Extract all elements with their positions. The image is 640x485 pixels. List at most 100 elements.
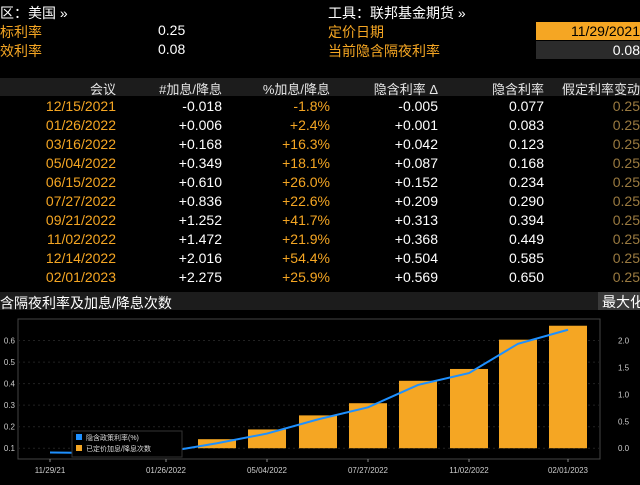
implied-overnight-label: 当前隐含隔夜利率 xyxy=(328,43,440,59)
table-cell: +18.1% xyxy=(282,155,330,171)
table-cell: -0.018 xyxy=(182,98,222,114)
instrument-selector[interactable]: 工具：联邦基金期货 » xyxy=(328,5,466,21)
table-cell: +1.472 xyxy=(178,231,222,247)
legend-label-line: 隐含政策利率(%) xyxy=(86,433,139,442)
table-cell: 0.25 xyxy=(612,250,640,266)
table-cell: 0.290 xyxy=(508,193,544,209)
table-cell: +0.209 xyxy=(394,193,438,209)
chart-header: 隐含隔夜利率及加息/降息次数 xyxy=(0,292,640,311)
table-row[interactable]: 06/15/2022 +0.610 +26.0% +0.152 0.234 0.25 xyxy=(0,173,640,192)
left-tick-label: 0.1 xyxy=(4,444,16,453)
table-cell: +0.504 xyxy=(394,250,438,266)
table-cell: +0.610 xyxy=(178,174,222,190)
table-header: 会议 #加息/降息 %加息/降息 隐含利率 Δ 隐含利率 假定利率变动 xyxy=(0,78,640,97)
pricing-date-label: 定价日期 xyxy=(328,24,384,40)
chart-area: 0.1 0.2 0.3 0.4 0.5 0.6 0.0 0.5 1.0 1.5 2.0 11/29/2… xyxy=(0,311,640,480)
table-cell: +54.4% xyxy=(282,250,330,266)
col-meeting[interactable]: 会议 xyxy=(89,82,116,97)
x-tick-label: 01/26/2022 xyxy=(146,466,187,475)
table-cell: 0.234 xyxy=(508,174,544,190)
table-cell: +1.252 xyxy=(178,212,222,228)
plot-frame xyxy=(17,318,601,460)
x-tick-label: 05/04/2022 xyxy=(247,466,288,475)
table-cell: 0.449 xyxy=(508,231,544,247)
rates-chart: 0.1 0.2 0.3 0.4 0.5 0.6 0.0 0.5 1.0 1.5 2.0 11/29/2… xyxy=(4,318,630,475)
col-assumed-change[interactable]: 假定利率变动 xyxy=(562,82,640,97)
right-tick-label: 1.0 xyxy=(618,390,630,399)
table-cell: +0.042 xyxy=(394,136,438,152)
table-cell: 0.25 xyxy=(612,212,640,228)
table-cell: +0.313 xyxy=(394,212,438,228)
table-row[interactable]: 01/26/2022 +0.006 +2.4% +0.001 0.083 0.25 xyxy=(0,116,640,135)
legend-label-bar: 已定价加息/降息次数 xyxy=(86,444,151,453)
table-cell: 0.25 xyxy=(612,98,640,114)
table-cell: 03/16/2022 xyxy=(45,136,116,152)
chart-bar xyxy=(450,368,488,449)
table-cell: 0.25 xyxy=(612,231,640,247)
col-implied-rate[interactable]: 隐含利率 xyxy=(491,82,544,97)
table-cell: 12/15/2021 xyxy=(45,98,116,114)
table-cell: 01/26/2022 xyxy=(45,117,116,133)
table-cell: 06/15/2022 xyxy=(45,174,116,190)
table-cell: 0.25 xyxy=(612,155,640,171)
right-tick-label: 1.5 xyxy=(618,363,630,372)
right-tick-label: 0.0 xyxy=(618,444,630,453)
implied-overnight-field: 0.08 xyxy=(536,41,640,59)
table-cell: 0.25 xyxy=(612,136,640,152)
legend-box xyxy=(71,430,183,458)
x-tick-label: 07/27/2022 xyxy=(348,466,389,475)
chart-bar xyxy=(399,380,437,449)
table-cell: 0.25 xyxy=(612,174,640,190)
region-selector[interactable]: 地区：美国 » xyxy=(0,5,68,21)
left-tick-label: 0.3 xyxy=(4,401,16,410)
table-row[interactable]: 09/21/2022 +1.252 +41.7% +0.313 0.394 0.25 xyxy=(0,211,640,230)
table-cell: +2.4% xyxy=(289,117,330,133)
chart-bar xyxy=(549,325,587,449)
maximize-button[interactable]: 最大化 xyxy=(598,292,640,310)
table-cell: +0.087 xyxy=(394,155,438,171)
table-cell: 0.077 xyxy=(508,98,544,114)
table-row[interactable]: 12/15/2021 -0.018 -1.8% -0.005 0.077 0.25 xyxy=(0,97,640,116)
table-row[interactable]: 12/14/2022 +2.016 +54.4% +0.504 0.585 0.25 xyxy=(0,249,640,268)
table-row[interactable]: 11/02/2022 +1.472 +21.9% +0.368 0.449 0.25 xyxy=(0,230,640,249)
table-cell: +41.7% xyxy=(282,212,330,228)
table-row[interactable]: 02/01/2023 +2.275 +25.9% +0.569 0.650 0.25 xyxy=(0,268,640,287)
legend-swatch-line xyxy=(76,434,82,440)
table-row[interactable]: 03/16/2022 +0.168 +16.3% +0.042 0.123 0.25 xyxy=(0,135,640,154)
x-tick-label: 02/01/2023 xyxy=(548,466,589,475)
table-cell: 0.585 xyxy=(508,250,544,266)
chart-bar xyxy=(248,429,286,449)
table-cell: +0.152 xyxy=(394,174,438,190)
table-cell: 0.25 xyxy=(612,117,640,133)
x-tick-label: 11/02/2022 xyxy=(449,466,489,475)
table-cell: -0.005 xyxy=(398,98,438,114)
table-cell: +0.569 xyxy=(394,269,438,285)
table-cell: +0.368 xyxy=(394,231,438,247)
table-cell: +2.275 xyxy=(178,269,222,285)
table-cell: +16.3% xyxy=(282,136,330,152)
left-tick-label: 0.5 xyxy=(4,358,16,367)
col-implied-delta[interactable]: 隐含利率 Δ xyxy=(373,82,438,97)
col-hikes-count[interactable]: #加息/降息 xyxy=(159,82,222,97)
table-row[interactable]: 05/04/2022 +0.349 +18.1% +0.087 0.168 0.25 xyxy=(0,154,640,173)
table-row[interactable]: 07/27/2022 +0.836 +22.6% +0.209 0.290 0.25 xyxy=(0,192,640,211)
target-rate-value: 0.25 xyxy=(158,22,186,38)
left-tick-label: 0.2 xyxy=(4,423,16,432)
table-cell: 0.394 xyxy=(508,212,544,228)
table-cell: 02/01/2023 xyxy=(45,269,116,285)
left-tick-label: 0.6 xyxy=(4,337,16,346)
table-cell: 0.25 xyxy=(612,193,640,209)
table-cell: 09/21/2022 xyxy=(45,212,116,228)
table-cell: +21.9% xyxy=(282,231,330,247)
chart-bar xyxy=(499,339,537,449)
table-cell: +0.006 xyxy=(178,117,222,133)
col-hikes-pct[interactable]: %加息/降息 xyxy=(262,82,330,97)
effective-rate-value: 0.08 xyxy=(158,41,186,57)
chart-bar xyxy=(299,415,337,449)
effective-rate-label: 有效利率 xyxy=(0,43,42,59)
table-cell: 0.123 xyxy=(508,136,544,152)
table-cell: -1.8% xyxy=(293,98,330,114)
table-cell: 11/02/2022 xyxy=(46,231,116,247)
pricing-date-field[interactable]: 11/29/2021 xyxy=(536,22,640,40)
chart-title: 隐含隔夜利率及加息/降息次数 xyxy=(0,295,172,311)
